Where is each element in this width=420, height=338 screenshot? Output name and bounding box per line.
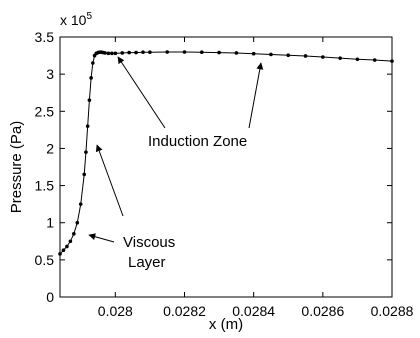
arrow-viscous-upper — [95, 144, 124, 217]
data-point — [321, 55, 325, 59]
y-multiplier: x 105 — [60, 11, 92, 28]
y-tick-label: 2 — [46, 140, 54, 156]
x-axis: 0.028 0.0282 0.0284 0.0286 0.0288 — [98, 37, 414, 319]
data-point — [91, 61, 95, 65]
x-tick-label: 0.0284 — [232, 303, 275, 319]
data-point — [372, 58, 377, 62]
arrow-induction-zone-right — [248, 62, 264, 129]
x-tick-label: 0.028 — [98, 303, 133, 319]
data-point — [199, 50, 204, 55]
data-point — [58, 252, 62, 256]
data-point — [65, 244, 69, 249]
data-point — [127, 50, 131, 55]
y-tick-label: 2.5 — [35, 103, 55, 119]
plot-frame — [59, 36, 393, 298]
data-point — [141, 50, 145, 55]
data-point — [68, 239, 73, 244]
data-point — [286, 53, 291, 57]
y-tick-label: 1 — [46, 215, 54, 231]
x-tick-label: 0.0286 — [301, 303, 344, 319]
data-point — [217, 50, 221, 55]
data-point — [355, 57, 360, 62]
x-tick-label: 0.0288 — [371, 303, 414, 319]
y-tick-label: 0 — [46, 289, 54, 305]
data-point — [269, 52, 273, 57]
data-point — [75, 220, 80, 225]
y-tick-label: 3 — [46, 66, 54, 82]
y-axis-label: Pressure (Pa) — [8, 121, 25, 214]
annotation-viscous-label-line1: Viscous — [123, 234, 175, 251]
data-point — [82, 172, 87, 177]
data-point — [87, 98, 92, 102]
arrow-viscous-lower — [88, 233, 115, 243]
series-points — [58, 50, 394, 256]
data-point — [390, 59, 394, 63]
data-point — [89, 76, 93, 80]
data-point — [303, 54, 308, 58]
data-point — [106, 51, 111, 56]
data-point — [234, 51, 239, 55]
data-point — [61, 248, 66, 252]
data-point — [72, 232, 76, 236]
annotation-viscous-label-line2: Layer — [128, 254, 166, 271]
y-tick-label: 3.5 — [35, 29, 55, 45]
y-tick-label: 1.5 — [35, 178, 55, 194]
data-point — [103, 51, 107, 55]
annotation-induction-zone: Induction Zone — [148, 133, 247, 150]
data-point — [78, 202, 83, 206]
data-point — [85, 124, 90, 128]
y-tick-label: 0.5 — [35, 252, 55, 268]
arrow-induction-zone-left — [117, 56, 166, 129]
data-point — [165, 50, 170, 54]
series-line — [59, 51, 393, 255]
data-point — [113, 51, 118, 56]
x-axis-label: x (m) — [209, 316, 243, 333]
data-point — [120, 51, 125, 55]
data-point — [110, 51, 114, 56]
data-point — [251, 51, 256, 56]
data-point — [134, 50, 138, 55]
data-point — [84, 150, 88, 154]
data-point — [338, 56, 342, 60]
data-point — [182, 50, 187, 54]
y-axis: 0 0.5 1 1.5 2 2.5 3 3.5 — [35, 29, 392, 305]
data-point — [148, 50, 152, 55]
x-tick-label: 0.0282 — [163, 303, 206, 319]
